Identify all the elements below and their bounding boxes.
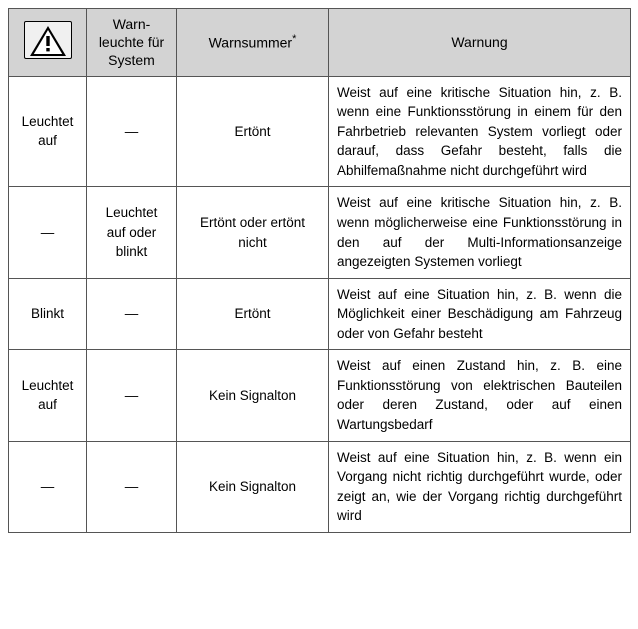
cell-warning: Weist auf eine kritische Situation hin, …	[329, 187, 631, 278]
cell-warning: Weist auf eine Situation hin, z. B. wenn…	[329, 441, 631, 532]
cell-system: —	[87, 76, 177, 187]
cell-buzzer: Kein Signalton	[177, 441, 329, 532]
cell-system: —	[87, 278, 177, 350]
cell-warning: Weist auf eine kritische Situation hin, …	[329, 76, 631, 187]
header-buzzer-label: Warnsummer	[209, 35, 293, 51]
table-row: Blinkt — Ertönt Weist auf eine Situation…	[9, 278, 631, 350]
table-row: — — Kein Signalton Weist auf eine Situat…	[9, 441, 631, 532]
cell-buzzer: Ertönt oder ertönt nicht	[177, 187, 329, 278]
table-row: Leuchtet auf — Kein Signalton Weist auf …	[9, 350, 631, 441]
cell-warning: Weist auf einen Zustand hin, z. B. eine …	[329, 350, 631, 441]
header-icon	[9, 9, 87, 77]
cell-icon: Leuchtet auf	[9, 76, 87, 187]
table-row: Leuchtet auf — Ertönt Weist auf eine kri…	[9, 76, 631, 187]
cell-icon: —	[9, 187, 87, 278]
cell-warning: Weist auf eine Situation hin, z. B. wenn…	[329, 278, 631, 350]
warning-table: Warn­leuchte für System Warnsummer* Warn…	[8, 8, 631, 533]
header-system: Warn­leuchte für System	[87, 9, 177, 77]
cell-buzzer: Ertönt	[177, 76, 329, 187]
cell-buzzer: Kein Signalton	[177, 350, 329, 441]
cell-icon: Blinkt	[9, 278, 87, 350]
cell-system: Leuchtet auf oder blinkt	[87, 187, 177, 278]
cell-icon: —	[9, 441, 87, 532]
table-row: — Leuchtet auf oder blinkt Ertönt oder e…	[9, 187, 631, 278]
cell-buzzer: Ertönt	[177, 278, 329, 350]
cell-system: —	[87, 350, 177, 441]
header-warning: Warnung	[329, 9, 631, 77]
header-buzzer: Warnsummer*	[177, 9, 329, 77]
warning-triangle-icon	[24, 21, 72, 59]
cell-icon: Leuchtet auf	[9, 350, 87, 441]
header-row: Warn­leuchte für System Warnsummer* Warn…	[9, 9, 631, 77]
cell-system: —	[87, 441, 177, 532]
header-buzzer-asterisk: *	[292, 33, 296, 45]
